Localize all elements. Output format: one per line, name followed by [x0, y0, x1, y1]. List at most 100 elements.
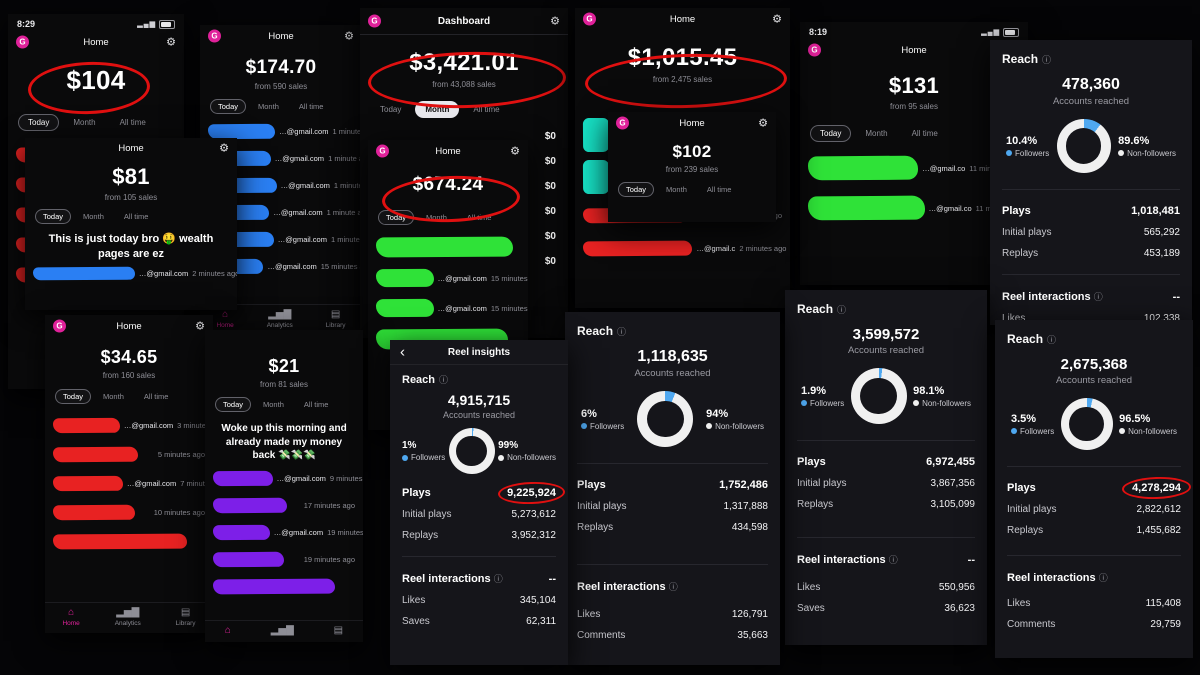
info-icon[interactable]: ⓘ [439, 375, 449, 385]
info-icon[interactable]: ⓘ [1047, 334, 1057, 345]
info-icon[interactable]: ⓘ [837, 304, 847, 315]
app-header: G Home ⚙ [608, 112, 776, 134]
settings-gear-icon[interactable]: ⚙ [758, 117, 768, 130]
tab-all-time[interactable]: All time [706, 185, 732, 194]
plays-row: Plays 6,972,455 [797, 456, 975, 468]
tab-month[interactable]: Month [83, 212, 104, 221]
tab-month[interactable]: Month [258, 102, 279, 111]
tab-all-time[interactable]: All time [473, 105, 500, 114]
non-followers-percent: 98.1% [913, 384, 945, 397]
gumroad-logo-icon: G [16, 35, 29, 49]
buyer-email: …@gmail.com [279, 127, 329, 136]
tab-today[interactable]: Today [810, 125, 852, 142]
followers-dot-icon [581, 423, 587, 429]
sale-row [375, 236, 520, 258]
nav-analytics[interactable]: ▂▅▇ Analytics [115, 608, 141, 628]
nav-home[interactable]: ⌂ Home [62, 608, 79, 628]
sale-row: 10 minutes ago [52, 504, 205, 521]
reel-interactions-header: Reel interactions ⓘ -- [797, 553, 975, 567]
redacted-scribble [582, 240, 693, 257]
non-followers-label: Non-followers [1127, 148, 1176, 158]
tab-all-time[interactable]: All time [143, 392, 169, 401]
tab-all-time[interactable]: All time [119, 118, 146, 127]
tab-month[interactable]: Month [103, 392, 124, 401]
followers-label: Followers [1020, 426, 1055, 436]
nav-home[interactable]: ⌂ [225, 626, 231, 636]
nav-home[interactable]: ⌂ Home [216, 310, 233, 330]
tab-all-time[interactable]: All time [466, 213, 492, 222]
signal-icon: ▂▄▆ [137, 21, 156, 28]
earnings-amount: $131 [888, 73, 940, 98]
tab-all-time[interactable]: All time [298, 102, 324, 111]
nav-library[interactable]: ▤ Library [176, 607, 196, 628]
back-icon[interactable]: ‹ [400, 343, 405, 361]
tab-month[interactable]: Month [73, 118, 96, 127]
page-title: Home [435, 145, 461, 157]
non-followers-legend: 94% Non-followers [706, 408, 764, 431]
settings-gear-icon[interactable]: ⚙ [219, 142, 229, 155]
tab-today[interactable]: Today [18, 114, 60, 131]
tab-today[interactable]: Today [378, 210, 415, 225]
tab-all-time[interactable]: All time [303, 400, 329, 409]
tab-today[interactable]: Today [215, 397, 252, 412]
earnings-amount: $3,421.01 [409, 49, 519, 76]
nav-analytics[interactable]: ▂▅▇ Analytics [267, 310, 293, 330]
library-icon: ▤ [180, 607, 191, 618]
nav-library[interactable]: ▤ Library [326, 310, 346, 330]
nav-analytics[interactable]: ▂▅▇ [271, 626, 294, 636]
settings-gear-icon[interactable]: ⚙ [550, 15, 560, 28]
gumroad-logo-icon: G [53, 319, 66, 333]
nav-library[interactable]: ▤ [334, 626, 343, 636]
app-header: Home ⚙ [25, 138, 237, 158]
settings-gear-icon[interactable]: ⚙ [166, 36, 176, 49]
non-followers-percent: 96.5% [1119, 412, 1151, 425]
non-followers-label: Non-followers [922, 398, 971, 408]
reach-label: Reach [402, 373, 436, 386]
earnings-amount: $102 [672, 142, 712, 161]
saves-row: Saves 36,623 [797, 603, 975, 614]
settings-gear-icon[interactable]: ⚙ [195, 320, 205, 333]
reach-donut-section: 1% Followers 99% Non-followers [390, 420, 568, 478]
comments-row: Comments 29,759 [1007, 619, 1181, 630]
tab-all-time[interactable]: All time [123, 212, 149, 221]
sale-timestamp: 1 minute ago [328, 154, 362, 163]
tab-month[interactable]: Month [666, 185, 687, 194]
tab-today[interactable]: Today [210, 99, 247, 114]
info-icon[interactable]: ⓘ [617, 326, 627, 337]
settings-gear-icon[interactable]: ⚙ [344, 30, 354, 43]
tab-month[interactable]: Month [865, 129, 888, 138]
info-icon[interactable]: ⓘ [1042, 54, 1052, 65]
settings-gear-icon[interactable]: ⚙ [772, 13, 782, 26]
tab-today[interactable]: Today [55, 389, 92, 404]
replays-row: Replays 3,105,099 [797, 499, 975, 510]
non-followers-dot-icon [1119, 428, 1126, 434]
replays-row: Replays 453,189 [1002, 248, 1180, 259]
non-followers-dot-icon [1118, 150, 1125, 156]
tab-month[interactable]: Month [415, 101, 460, 118]
tab-month[interactable]: Month [263, 400, 284, 409]
redacted-scribble [212, 497, 287, 513]
info-icon[interactable]: ⓘ [668, 582, 678, 592]
followers-percent: 6% [581, 407, 597, 420]
period-tabs: Today Month All time [205, 397, 363, 412]
tab-today[interactable]: Today [380, 105, 402, 114]
info-icon[interactable]: ⓘ [493, 574, 503, 584]
info-icon[interactable]: ⓘ [888, 555, 898, 565]
period-tabs: Today Month All time [360, 101, 568, 118]
page-title: Reel insights [447, 346, 511, 358]
info-icon[interactable]: ⓘ [1093, 292, 1103, 302]
settings-gear-icon[interactable]: ⚙ [510, 145, 520, 158]
overlay-message: This is just today bro 🤑 wealth pages ar… [48, 233, 214, 260]
redacted-scribble [807, 155, 919, 181]
tab-today[interactable]: Today [35, 209, 72, 224]
tab-all-time[interactable]: All time [911, 129, 938, 138]
page-title: Home [901, 44, 927, 56]
followers-label: Followers [1015, 148, 1050, 158]
tab-today[interactable]: Today [618, 182, 655, 197]
insights-header: ‹ Reel insights [390, 340, 568, 365]
sale-amount: $0 [544, 156, 556, 167]
redacted-scribble [375, 268, 434, 288]
info-icon[interactable]: ⓘ [1098, 573, 1108, 583]
tab-month[interactable]: Month [426, 213, 447, 222]
